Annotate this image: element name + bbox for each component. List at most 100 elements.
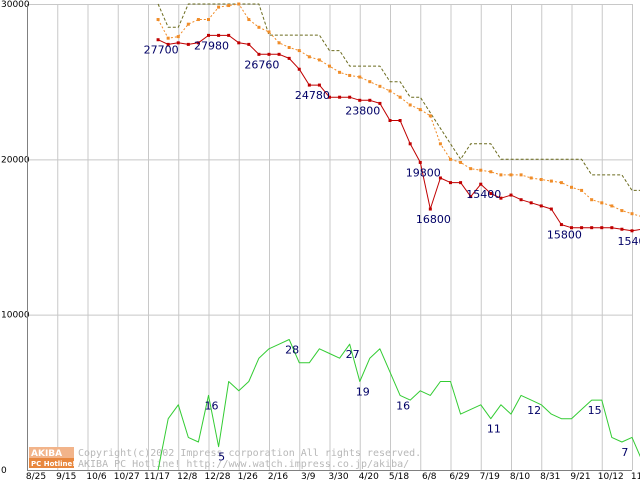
data-label: 11 [487,423,501,436]
y-tick-label: 20000 [1,155,30,165]
series-lines [156,2,640,471]
min-price-point [378,101,382,105]
x-tick-label: 10/6 [86,472,106,480]
min-price-point [196,41,200,45]
min-price-point [207,33,210,37]
data-label: 5 [218,451,225,464]
x-tick-label: 11/17 [144,472,170,480]
data-label: 15400 [618,235,640,248]
min-price-point [539,204,543,208]
data-label: 19800 [406,166,441,179]
max-price-line [157,3,640,191]
min-price-point [307,83,311,87]
min-price-point [529,201,533,205]
average-price-point [237,2,241,6]
x-tick-label: 3/30 [328,472,348,480]
average-price-point [408,103,412,107]
data-label: 27700 [144,44,179,57]
data-label: 15400 [466,188,501,201]
min-price-point [328,95,331,99]
min-price-point [479,182,483,186]
akiba-logo-bottom [29,458,74,468]
average-price-point [469,167,473,171]
average-price-point [368,80,372,84]
min-price-point [358,98,362,102]
min-price-point [287,56,291,60]
average-price-point [227,4,231,8]
average-price-point [196,18,200,22]
y-tick-label: 0 [1,466,7,476]
x-tick-label: 6/29 [449,472,469,480]
average-price-point [328,64,331,68]
average-price-point [156,18,160,22]
min-price-point [408,142,412,146]
data-label: 24780 [295,89,330,102]
min-price-point [227,33,231,37]
x-tick-label: 11/2 [631,472,640,480]
min-price-point [499,196,503,200]
x-tick-label: 9/21 [570,472,590,480]
x-tick-label: 1/26 [238,472,258,480]
site-url-line: AKIBA PC Hotline! http://www.watch.impre… [78,459,409,470]
data-label: 15 [588,404,602,417]
min-price-point [348,95,352,99]
min-price-point [438,176,442,180]
min-price-point [459,181,463,185]
average-price-point [590,198,594,202]
shop-count-line [157,339,640,471]
average-price-point [317,58,321,62]
copyright-line: Copyright(c)2002 Impress corporation All… [78,448,421,459]
data-label: 7 [621,446,628,459]
min-price-point [610,226,614,230]
min-price-point [277,52,281,56]
average-price-point [489,170,493,174]
average-price-point [499,173,503,177]
average-price-point [217,5,221,9]
min-price-point [156,38,160,42]
average-price-point [257,25,261,29]
average-price-point [529,176,533,180]
average-price-point [297,49,301,53]
min-price-point [418,160,422,164]
x-tick-label: 10/27 [114,472,140,480]
min-price-point [449,181,452,185]
min-price-point [428,207,432,211]
min-price-point [630,229,634,233]
min-price-point [559,223,563,227]
min-price-point [519,198,523,202]
min-price-point [317,83,321,87]
average-price-point [438,142,442,146]
average-price-point [549,179,553,183]
min-price-point [388,119,392,122]
x-tick-label: 7/19 [480,472,500,480]
akiba-logo-text: AKIBA [31,449,62,459]
data-labels: 27700 27980 26760 24780 23800 19800 16800 15400… [144,39,640,463]
average-price-point [186,22,190,26]
data-label: 16 [396,399,410,412]
min-price-point [267,52,271,56]
average-price-point [287,45,291,49]
average-price-point [338,70,342,74]
min-price-point [297,67,301,71]
average-price-point [580,188,584,192]
average-price-point [479,168,483,172]
average-price-point [559,181,563,185]
x-tick-label: 2/16 [268,472,288,480]
min-price-point [338,95,342,99]
min-price-point [549,207,553,211]
data-label: 27 [346,348,360,361]
average-price-point [610,204,614,208]
min-price-point [166,42,170,46]
average-price-point [539,178,543,182]
average-price-point [600,201,604,205]
x-tick-label: 8/25 [26,472,46,480]
min-price-point [600,226,604,230]
min-price-point [368,98,372,102]
min-price-point [237,41,241,45]
average-price-point [570,185,573,189]
x-tick-label: 8/31 [540,472,560,480]
average-price-point [630,212,634,216]
average-price-point [388,89,392,93]
